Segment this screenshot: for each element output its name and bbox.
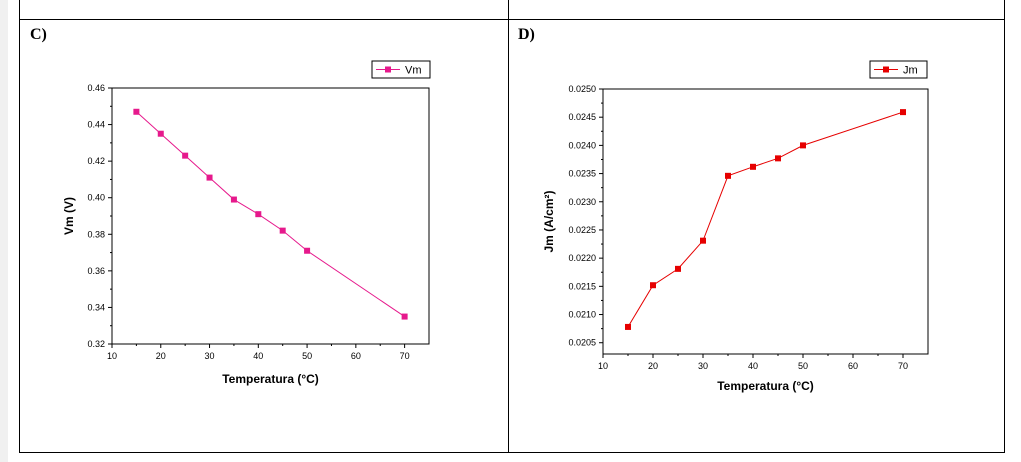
y-tick-label: 0.0215 (568, 281, 596, 291)
legend-box (869, 60, 928, 79)
y-tick-label: 0.0210 (568, 310, 596, 320)
y-tick-label: 0.0225 (568, 225, 596, 235)
x-tick-label: 40 (253, 351, 263, 361)
x-tick-label: 60 (848, 361, 858, 371)
y-tick-label: 0.0245 (568, 112, 596, 122)
data-point (750, 163, 756, 170)
data-point (401, 313, 408, 320)
x-tick-label: 30 (698, 361, 708, 371)
y-tick-label: 0.44 (87, 120, 105, 130)
x-tick-label: 70 (898, 361, 908, 371)
x-tick-label: 20 (648, 361, 658, 371)
table-column-divider (508, 0, 509, 453)
x-axis-label: Temperatura (°C) (717, 379, 814, 393)
plot-frame (602, 88, 929, 355)
x-tick-label: 40 (748, 361, 758, 371)
y-tick-label: 0.38 (87, 229, 105, 239)
data-point (800, 142, 806, 149)
x-tick-label: 10 (598, 361, 608, 371)
y-tick-label: 0.32 (87, 339, 105, 349)
data-point (157, 130, 164, 137)
y-tick-label: 0.36 (87, 266, 105, 276)
legend-label: Vm (405, 65, 422, 77)
y-tick-label: 0.0250 (568, 84, 596, 94)
series-line (627, 111, 904, 328)
data-point (625, 323, 631, 330)
y-tick-label: 0.0205 (568, 338, 596, 348)
x-tick-label: 70 (400, 351, 410, 361)
x-tick-label: 30 (205, 351, 215, 361)
table-row-divider (19, 19, 1005, 20)
y-tick-label: 0.46 (87, 83, 105, 93)
data-point (279, 227, 286, 234)
data-point (675, 265, 681, 272)
legend-marker (385, 66, 391, 73)
data-point (182, 152, 189, 159)
data-point (900, 109, 906, 116)
left-scroll-gutter (0, 0, 8, 462)
x-tick-label: 20 (156, 351, 166, 361)
data-point (304, 247, 311, 254)
data-point (775, 155, 781, 162)
y-tick-label: 0.0220 (568, 253, 596, 263)
x-tick-label: 10 (107, 351, 117, 361)
data-point (700, 237, 706, 244)
x-tick-label: 50 (302, 351, 312, 361)
legend-box (371, 60, 431, 79)
y-tick-label: 0.0230 (568, 197, 596, 207)
x-tick-label: 50 (798, 361, 808, 371)
panel-label-c: C) (30, 26, 47, 43)
y-tick-label: 0.40 (87, 193, 105, 203)
data-point (206, 174, 213, 181)
legend-marker (883, 66, 889, 73)
data-point (650, 282, 656, 289)
y-tick-label: 0.42 (87, 156, 105, 166)
x-axis-label: Temperatura (°C) (222, 372, 319, 386)
x-tick-label: 60 (351, 351, 361, 361)
y-tick-label: 0.0235 (568, 169, 596, 179)
data-point (255, 211, 262, 218)
data-point (133, 108, 140, 115)
data-point (230, 196, 237, 203)
y-tick-label: 0.0240 (568, 140, 596, 150)
y-axis-label: Jm (A/cm²) (542, 190, 556, 252)
legend-label: Jm (903, 65, 918, 77)
y-axis-label: Vm (V) (62, 197, 76, 235)
data-point (725, 172, 731, 179)
y-tick-label: 0.34 (87, 302, 105, 312)
panel-label-d: D) (518, 26, 535, 43)
table-frame (19, 0, 1005, 453)
